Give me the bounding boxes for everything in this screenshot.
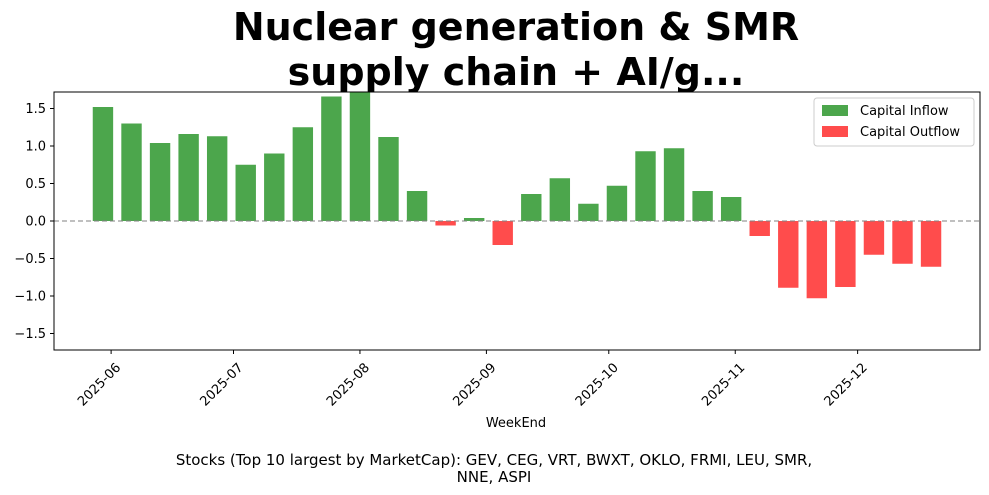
chart-title: Nuclear generation & SMR supply chain + … xyxy=(233,5,799,94)
bar-outflow xyxy=(920,221,942,267)
footer-note-line-2: NNE, ASPI xyxy=(457,468,532,486)
x-tick-label: 2025-06 xyxy=(75,360,124,409)
bar-inflow xyxy=(206,136,228,221)
bar-inflow xyxy=(635,151,656,221)
bar-inflow xyxy=(178,134,199,221)
bar-inflow xyxy=(692,191,713,221)
bars-group xyxy=(92,92,942,299)
y-tick-label: −1.0 xyxy=(14,290,46,305)
x-tick-label: 2025-07 xyxy=(198,360,247,409)
bar-inflow xyxy=(121,123,142,221)
bar-inflow xyxy=(406,191,428,221)
bar-outflow xyxy=(863,221,885,255)
x-tick-label: 2025-08 xyxy=(324,360,373,409)
y-axis: −1.5 −1.0 −0.5 0.0 0.5 1.0 1.5 xyxy=(14,102,54,342)
legend-swatch-outflow xyxy=(822,126,848,137)
bar-outflow xyxy=(778,221,799,288)
bar-inflow xyxy=(578,203,599,221)
bar-outflow xyxy=(749,221,770,236)
bar-outflow xyxy=(492,221,513,245)
bar-inflow xyxy=(321,96,342,221)
bar-outflow xyxy=(806,221,828,299)
legend: Capital Inflow Capital Outflow xyxy=(813,97,975,147)
footer-note-line-1: Stocks (Top 10 largest by MarketCap): GE… xyxy=(176,451,812,469)
bar-inflow xyxy=(606,185,628,221)
y-tick-label: −0.5 xyxy=(14,252,46,267)
y-tick-label: 1.0 xyxy=(25,140,46,155)
bar-inflow xyxy=(92,107,114,221)
legend-swatch-inflow xyxy=(822,105,848,116)
legend-label-outflow: Capital Outflow xyxy=(860,125,960,140)
bar-inflow xyxy=(292,127,314,221)
bar-inflow xyxy=(349,92,371,221)
bar-outflow xyxy=(835,221,856,287)
bar-inflow xyxy=(264,153,285,221)
x-tick-label: 2025-11 xyxy=(699,360,748,409)
y-tick-label: 0.0 xyxy=(25,215,46,230)
chart-title-line-1: Nuclear generation & SMR xyxy=(233,5,799,49)
x-tick-label: 2025-10 xyxy=(573,360,622,409)
bar-inflow xyxy=(378,137,399,221)
bar-inflow xyxy=(720,197,742,221)
x-tick-label: 2025-12 xyxy=(822,360,871,409)
y-tick-label: 0.5 xyxy=(25,177,46,192)
bar-inflow xyxy=(663,148,685,221)
bar-inflow xyxy=(235,164,256,221)
legend-box xyxy=(813,97,975,147)
x-axis-label: WeekEnd xyxy=(486,416,546,431)
bar-inflow xyxy=(149,143,171,221)
bar-outflow xyxy=(892,221,913,264)
x-tick-label: 2025-09 xyxy=(450,360,499,409)
y-tick-label: −1.5 xyxy=(14,327,46,342)
bar-inflow xyxy=(549,178,571,221)
bar-inflow xyxy=(463,218,485,221)
x-axis: 2025-06 2025-07 2025-08 2025-09 2025-10 2025-… xyxy=(75,350,871,409)
bar-inflow xyxy=(521,194,542,221)
y-tick-label: 1.5 xyxy=(25,102,46,117)
chart-title-line-2: supply chain + AI/g... xyxy=(288,50,745,94)
bar-outflow xyxy=(435,221,456,226)
footer-note: Stocks (Top 10 largest by MarketCap): GE… xyxy=(176,451,812,486)
legend-label-inflow: Capital Inflow xyxy=(860,104,949,119)
